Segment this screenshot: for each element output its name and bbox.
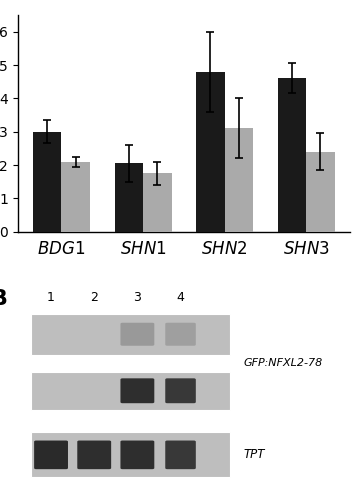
FancyBboxPatch shape	[77, 440, 111, 469]
Bar	[31, 432, 230, 478]
FancyBboxPatch shape	[165, 440, 196, 469]
Bar	[278, 78, 306, 232]
Bar	[115, 164, 143, 232]
Bar	[31, 314, 230, 355]
FancyBboxPatch shape	[120, 322, 154, 345]
Bar	[306, 152, 335, 232]
Text: B: B	[0, 289, 8, 309]
FancyBboxPatch shape	[120, 378, 154, 403]
Text: 1: 1	[47, 291, 55, 304]
Bar	[33, 132, 61, 232]
FancyBboxPatch shape	[34, 440, 68, 469]
Text: 3: 3	[134, 291, 141, 304]
Text: GFP:NFXL2-78: GFP:NFXL2-78	[243, 358, 323, 368]
Bar	[61, 162, 90, 232]
Bar	[196, 72, 225, 232]
Bar	[143, 174, 172, 232]
FancyBboxPatch shape	[165, 378, 196, 403]
Text: TPT: TPT	[243, 448, 265, 462]
Bar	[31, 372, 230, 410]
Bar	[225, 128, 253, 232]
Text: 4: 4	[177, 291, 185, 304]
FancyBboxPatch shape	[120, 440, 154, 469]
FancyBboxPatch shape	[165, 322, 196, 345]
Text: 2: 2	[90, 291, 98, 304]
